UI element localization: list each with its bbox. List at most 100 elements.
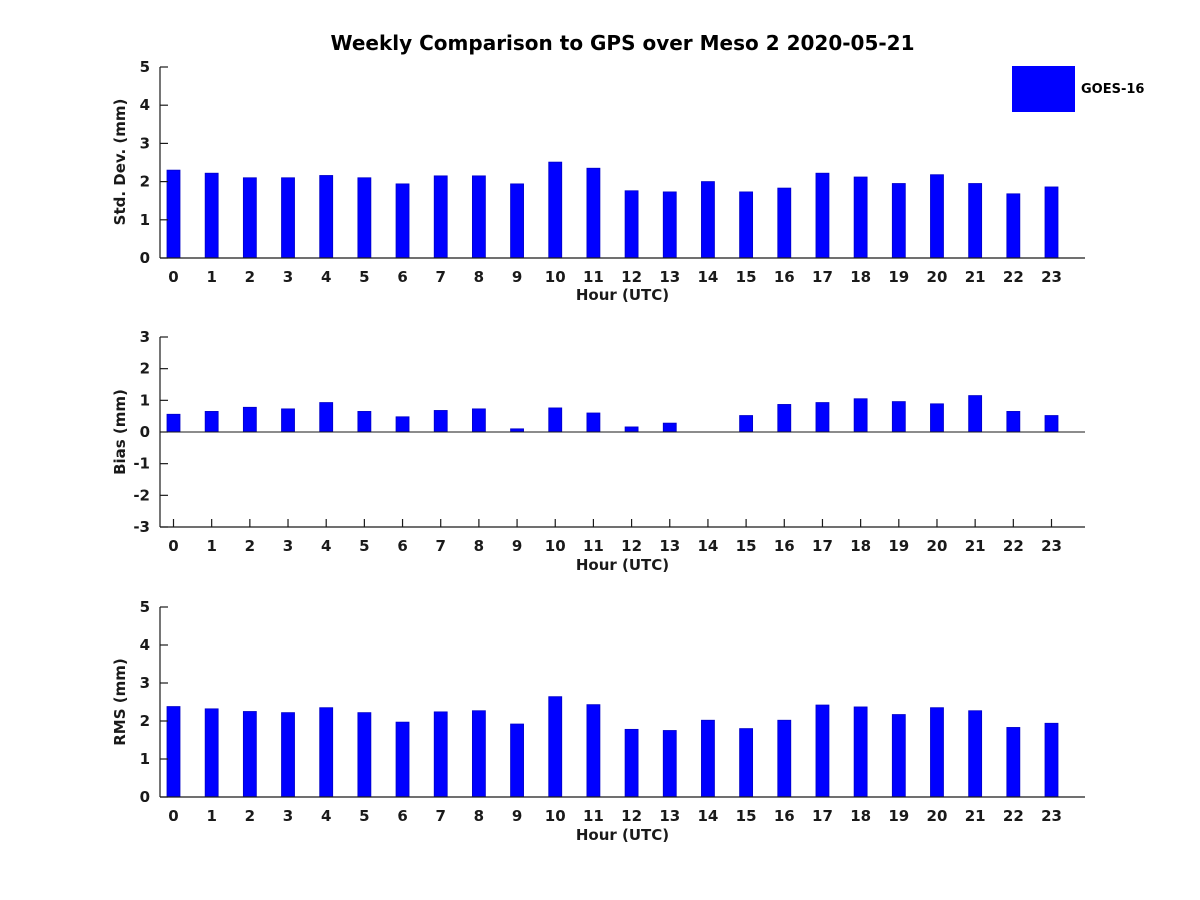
x-tick-label: 11 [583,537,604,555]
x-tick-label: 18 [850,807,871,825]
y-tick-label: 0 [140,249,150,267]
y-tick-label: 2 [140,712,150,730]
bar-hour-20 [930,174,944,259]
bar-hour-8 [471,408,486,433]
legend-label-goes16: GOES-16 [1081,82,1145,97]
x-tick-label: 8 [474,268,484,286]
bar-hour-15 [739,191,754,259]
bar-hour-10 [548,696,563,798]
x-tick-label: 19 [888,268,909,286]
x-tick-label: 17 [812,268,833,286]
figure-title: Weekly Comparison to GPS over Meso 2 202… [330,31,915,55]
y-tick-label: 3 [140,328,150,346]
x-tick-label: 20 [927,268,948,286]
x-tick-label: 1 [206,268,216,286]
x-tick-label: 10 [545,537,566,555]
rms-y-axis-label: RMS (mm) [111,658,129,746]
bar-hour-6 [395,416,410,433]
x-tick-label: 4 [321,807,331,825]
x-tick-label: 23 [1041,268,1062,286]
x-tick-label: 21 [965,268,986,286]
y-tick-label: 1 [140,391,150,409]
bar-hour-22 [1006,411,1021,433]
x-tick-label: 10 [545,268,566,286]
bar-hour-0 [166,169,181,259]
bar-hour-10 [548,161,563,259]
x-tick-label: 5 [359,807,369,825]
x-tick-label: 23 [1041,537,1062,555]
x-tick-label: 15 [736,807,757,825]
bar-hour-16 [777,719,792,798]
x-tick-label: 15 [736,537,757,555]
bar-hour-7 [433,410,448,433]
x-tick-label: 8 [474,807,484,825]
y-tick-label: 5 [140,598,150,616]
legend-swatch-goes16 [1012,66,1075,112]
bar-hour-13 [662,191,677,259]
x-tick-label: 5 [359,537,369,555]
x-tick-label: 21 [965,537,986,555]
bar-hour-5 [357,712,372,798]
bar-hour-5 [357,177,372,259]
y-tick-label: 1 [140,750,150,768]
bar-hour-21 [968,183,983,259]
x-tick-label: 1 [206,537,216,555]
bar-hour-12 [624,426,639,433]
bar-hour-14 [701,181,715,259]
bar-hour-1 [204,172,219,259]
x-tick-label: 13 [659,537,680,555]
y-tick-label: 0 [140,788,150,806]
bar-hour-23 [1044,186,1059,259]
x-tick-label: 22 [1003,537,1024,555]
bar-hour-14 [701,719,715,798]
bar-hour-11 [586,167,601,259]
bar-hour-5 [357,411,372,433]
x-tick-label: 22 [1003,268,1024,286]
x-tick-label: 4 [321,537,331,555]
bias-y-axis-label: Bias (mm) [111,389,129,475]
x-tick-label: 19 [888,807,909,825]
bar-hour-12 [624,190,639,259]
y-tick-label: 4 [140,96,150,114]
y-tick-label: 1 [140,211,150,229]
x-tick-label: 2 [245,807,255,825]
bar-hour-17 [815,704,830,798]
bar-hour-13 [662,730,677,798]
x-tick-label: 11 [583,268,604,286]
x-tick-label: 16 [774,537,795,555]
x-tick-label: 13 [659,268,680,286]
bar-hour-1 [204,411,219,433]
x-tick-label: 4 [321,268,331,286]
bar-hour-0 [166,706,181,798]
bar-hour-10 [548,407,563,433]
bar-hour-22 [1006,193,1021,259]
x-tick-label: 10 [545,807,566,825]
x-tick-label: 2 [245,268,255,286]
bar-hour-1 [204,708,219,798]
x-tick-label: 16 [774,268,795,286]
bar-hour-15 [739,728,754,798]
bar-hour-19 [891,714,906,798]
x-tick-label: 14 [698,268,719,286]
bar-hour-9 [510,183,524,259]
bar-hour-9 [510,723,524,798]
x-tick-label: 3 [283,537,293,555]
bar-hour-23 [1044,722,1059,798]
bar-hour-20 [930,707,944,798]
x-tick-label: 16 [774,807,795,825]
x-tick-label: 22 [1003,807,1024,825]
bar-hour-2 [242,711,257,798]
x-tick-label: 14 [698,807,719,825]
y-tick-label: 0 [140,423,150,441]
bar-hour-0 [166,413,181,433]
bar-hour-18 [853,176,868,259]
y-tick-label: 3 [140,134,150,152]
bar-hour-4 [319,175,334,259]
stddev-y-axis-label: Std. Dev. (mm) [111,98,129,226]
x-tick-label: 3 [283,807,293,825]
y-tick-label: 4 [140,636,150,654]
